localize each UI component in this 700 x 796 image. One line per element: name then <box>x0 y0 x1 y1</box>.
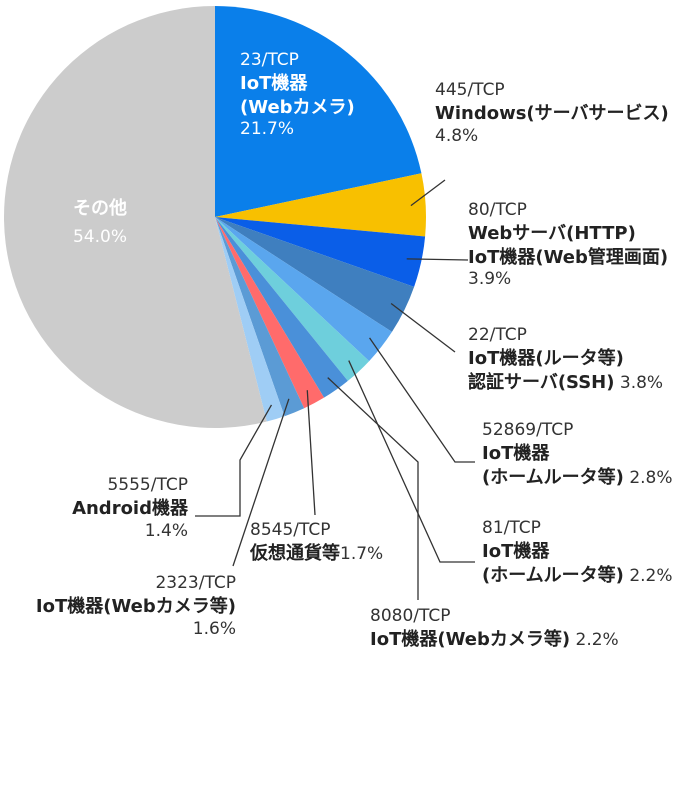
pie-slice <box>215 217 325 409</box>
slice-label: 8545/TCP 仮想通貨等1.7% <box>250 520 383 566</box>
leader-line <box>406 258 469 261</box>
percent-label: 2.8% <box>623 467 673 488</box>
category-label: (ホームルータ等) <box>482 564 624 586</box>
category-label: IoT機器(Web管理画面) <box>468 246 669 268</box>
category-label: Android機器 <box>72 497 188 519</box>
pie-slice <box>215 173 427 237</box>
leader-line <box>348 360 475 563</box>
slice-label: 2323/TCP IoT機器(Webカメラ等) 1.6% <box>10 573 236 640</box>
port-label: 445/TCP <box>435 80 505 100</box>
port-label: 80/TCP <box>468 200 527 220</box>
leader-line <box>410 179 446 207</box>
percent-label: 1.4% <box>144 520 188 541</box>
percent-label: 3.8% <box>614 372 664 393</box>
category-label: (Webカメラ) <box>240 96 355 118</box>
category-label: IoT機器(ルータ等) <box>468 347 624 369</box>
pie-slice <box>215 217 348 398</box>
port-label: 52869/TCP <box>482 420 574 440</box>
port-label: 2323/TCP <box>155 573 236 593</box>
leader-line <box>390 303 456 353</box>
pie-slice <box>215 217 392 362</box>
category-label: IoT機器 <box>482 540 550 562</box>
pie-slice <box>215 6 422 217</box>
percent-label: 21.7% <box>240 119 295 140</box>
pie-slice <box>215 217 426 287</box>
slice-label: 445/TCP Windows(サーバサービス) 4.8% <box>435 80 669 147</box>
category-label: Windows(サーバサービス) <box>435 102 669 124</box>
leader-line <box>327 377 419 600</box>
port-label: 81/TCP <box>482 518 541 538</box>
percent-label: 1.6% <box>192 618 236 639</box>
slice-label: その他 54.0% <box>35 197 165 249</box>
leader-line <box>232 398 290 567</box>
pie-slice <box>215 217 285 422</box>
slice-label: 52869/TCP IoT機器 (ホームルータ等) 2.8% <box>482 420 673 489</box>
pie-slice <box>3 6 267 428</box>
category-label: IoT機器 <box>240 72 308 94</box>
category-label: IoT機器(Webカメラ等) <box>35 595 236 617</box>
category-label: 認証サーバ(SSH) <box>468 371 615 393</box>
slice-label: 5555/TCP Android機器 1.4% <box>50 475 188 542</box>
slice-label: 81/TCP IoT機器 (ホームルータ等) 2.2% <box>482 518 673 587</box>
port-label: 8080/TCP <box>370 606 451 626</box>
port-label: 23/TCP <box>240 50 299 70</box>
slice-label: 22/TCP IoT機器(ルータ等) 認証サーバ(SSH) 3.8% <box>468 325 663 394</box>
port-label: 5555/TCP <box>107 475 188 495</box>
leader-line <box>306 390 316 516</box>
leader-line <box>369 337 475 463</box>
slice-label: 23/TCP IoT機器 (Webカメラ) 21.7% <box>240 50 355 141</box>
percent-label: 2.2% <box>623 565 673 586</box>
category-label: IoT機器(Webカメラ等) <box>370 628 571 650</box>
category-label: その他 <box>73 198 127 219</box>
pie-slice <box>215 217 305 417</box>
slice-label: 80/TCP Webサーバ(HTTP) IoT機器(Web管理画面) 3.9% <box>468 200 668 291</box>
leader-line <box>195 404 273 517</box>
category-label: IoT機器 <box>482 442 550 464</box>
percent-label: 54.0% <box>72 226 127 247</box>
port-label: 22/TCP <box>468 325 527 345</box>
percent-label: 1.7% <box>340 543 384 564</box>
pie-slice <box>215 217 415 332</box>
category-label: 仮想通貨等 <box>250 542 340 564</box>
category-label: (ホームルータ等) <box>482 466 624 488</box>
pie-slice <box>215 217 370 381</box>
percent-label: 3.9% <box>468 269 512 290</box>
percent-label: 2.2% <box>570 629 619 650</box>
category-label: Webサーバ(HTTP) <box>468 222 636 244</box>
port-label: 8545/TCP <box>250 520 331 540</box>
slice-label: 8080/TCP IoT機器(Webカメラ等) 2.2% <box>370 606 619 652</box>
percent-label: 4.8% <box>435 125 479 146</box>
